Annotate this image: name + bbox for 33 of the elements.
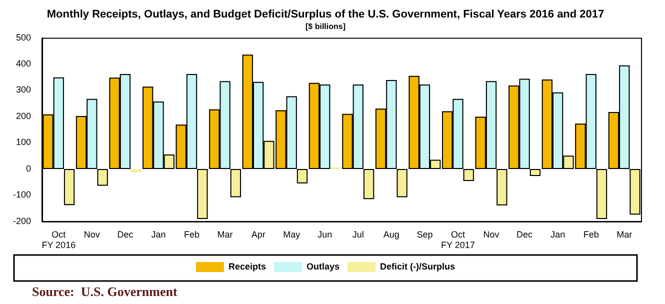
chart-title: Monthly Receipts, Outlays, and Budget Deficit/Surplus of the U.S. Government, Fiscal Years 2016 and 2017 bbox=[46, 8, 604, 21]
y-tick-label: -100 bbox=[13, 190, 32, 200]
x-tick-label: Nov bbox=[483, 229, 500, 240]
x-tick-label: Oct FY 2016 bbox=[42, 229, 76, 250]
legend-label: Outlays bbox=[306, 261, 340, 272]
x-tick-label: Oct FY 2017 bbox=[441, 229, 475, 250]
y-tick-label: 100 bbox=[16, 137, 32, 148]
y-tick-label: 300 bbox=[16, 84, 32, 95]
y-tick-label: 0 bbox=[26, 163, 32, 174]
source-note: Source: U.S. Government bbox=[32, 284, 178, 299]
x-tick-label: Jan bbox=[151, 229, 166, 240]
x-tick-label: Mar bbox=[616, 229, 632, 240]
y-tick-label: 200 bbox=[16, 110, 32, 121]
chart-subtitle: [$ billions] bbox=[306, 22, 346, 32]
x-tick-label: Nov bbox=[84, 229, 100, 240]
bar bbox=[130, 168, 142, 172]
x-tick-label: Dec bbox=[516, 229, 534, 240]
x-tick-label: Sep bbox=[416, 229, 433, 240]
x-tick-label: Feb bbox=[184, 229, 200, 240]
legend-label: Receipts bbox=[228, 261, 266, 272]
x-tick-label: Aug bbox=[383, 229, 400, 240]
x-tick-label: Jul bbox=[352, 229, 364, 240]
x-tick-label: Mar bbox=[217, 229, 233, 240]
x-tick-label: May bbox=[283, 229, 301, 240]
y-tick-label: -200 bbox=[13, 216, 32, 226]
y-tick-label: 500 bbox=[16, 32, 32, 42]
legend-label: Deficit (-)/Surplus bbox=[380, 261, 456, 272]
x-tick-label: Apr bbox=[251, 229, 266, 240]
x-tick-label: Jun bbox=[318, 229, 332, 240]
y-tick-label: 400 bbox=[16, 58, 32, 69]
x-tick-label: Dec bbox=[117, 229, 134, 240]
x-tick-label: Feb bbox=[583, 229, 599, 240]
x-tick-label: Jan bbox=[550, 229, 566, 240]
